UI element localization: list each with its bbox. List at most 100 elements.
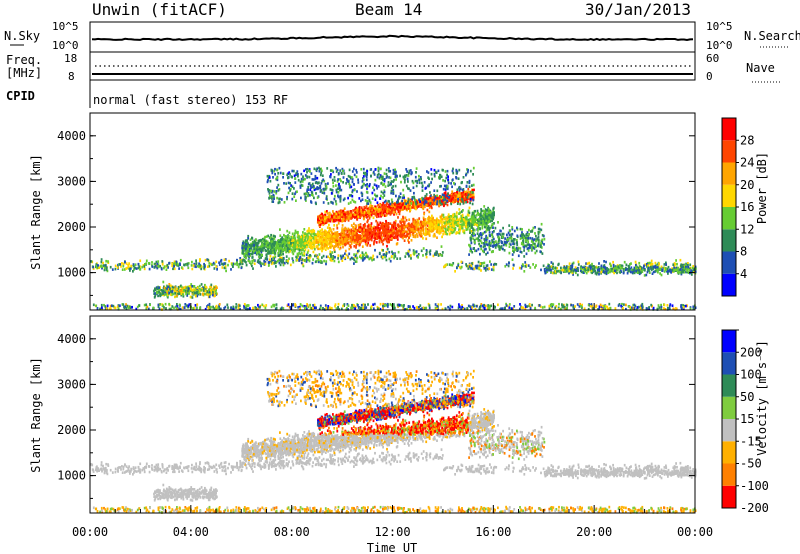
scatter-cell xyxy=(245,243,248,246)
scatter-cell xyxy=(393,178,395,182)
scatter-cell xyxy=(224,266,227,270)
scatter-cell xyxy=(173,267,176,271)
scatter-cell xyxy=(444,217,446,220)
scatter-cell xyxy=(385,210,387,213)
scatter-cell xyxy=(326,219,329,222)
scatter-cell xyxy=(447,225,450,229)
scatter-cell xyxy=(139,259,142,263)
scatter-cell xyxy=(341,240,344,244)
scatter-cell xyxy=(293,249,296,252)
scatter-cell xyxy=(286,261,289,265)
scatter-cell xyxy=(231,264,234,268)
scatter-cell xyxy=(352,230,355,233)
scatter-cell xyxy=(199,264,202,267)
scatter-cell xyxy=(277,251,280,255)
scatter-cell xyxy=(387,181,390,184)
scatter-cell xyxy=(380,255,383,258)
scatter-cell xyxy=(345,253,348,257)
scatter-cell xyxy=(278,261,281,265)
scatter-cell xyxy=(365,231,367,234)
scatter-cell xyxy=(342,242,344,246)
scatter-cell xyxy=(428,250,431,254)
scatter-cell xyxy=(276,241,278,244)
scatter-cell xyxy=(203,265,206,269)
scatter-cell xyxy=(409,232,411,235)
scatter-cell xyxy=(329,250,332,254)
scatter-cell xyxy=(414,230,417,233)
scatter-cell xyxy=(367,241,370,245)
scatter-cell xyxy=(460,217,463,220)
scatter-cell xyxy=(417,253,420,256)
scatter-cell xyxy=(313,196,315,200)
scatter-cell xyxy=(323,222,326,225)
scatter-cell xyxy=(273,262,276,265)
scatter-cell xyxy=(435,230,438,234)
scatter-cell xyxy=(482,265,485,268)
scatter-cell xyxy=(322,201,325,204)
scatter-cell xyxy=(484,225,487,229)
scatter-cell xyxy=(468,219,470,222)
scatter-cell xyxy=(154,265,157,268)
scatter-cell xyxy=(202,265,205,269)
scatter-cell xyxy=(398,203,401,206)
scatter-cell xyxy=(410,225,413,229)
scatter-cell xyxy=(323,230,326,234)
scatter-cell xyxy=(274,249,277,253)
scatter-cell xyxy=(241,259,244,262)
scatter-cell xyxy=(256,251,258,255)
scatter-cell xyxy=(305,234,308,237)
scatter-cell xyxy=(365,251,367,255)
scatter-cell xyxy=(485,216,487,220)
scatter-cell xyxy=(247,234,250,238)
scatter-cell xyxy=(368,231,371,235)
scatter-cell xyxy=(430,220,433,223)
scatter-cell xyxy=(331,256,334,260)
scatter-cell xyxy=(383,225,385,228)
scatter-cell xyxy=(443,192,446,195)
scatter-cell xyxy=(253,239,256,243)
scatter-cell xyxy=(457,198,459,201)
scatter-cell xyxy=(396,257,399,260)
scatter-cell xyxy=(490,212,492,216)
scatter-cell xyxy=(492,265,495,269)
scatter-cell xyxy=(467,225,469,229)
scatter-cell xyxy=(508,261,510,265)
scatter-cell xyxy=(350,228,353,232)
scatter-cell xyxy=(488,213,491,217)
scatter-cell xyxy=(349,201,352,204)
scatter-cell xyxy=(385,219,387,223)
scatter-cell xyxy=(396,227,399,231)
scatter-cell xyxy=(249,248,251,251)
scatter-cell xyxy=(410,257,412,260)
scatter-cell xyxy=(441,226,443,229)
scatter-cell xyxy=(466,213,469,217)
scatter-cell xyxy=(609,262,611,266)
scatter-cell xyxy=(388,240,390,244)
scatter-cell xyxy=(415,226,418,229)
scatter-cell xyxy=(421,189,424,192)
scatter-cell xyxy=(337,260,340,264)
scatter-cell xyxy=(397,250,400,254)
scatter-cell xyxy=(318,253,321,256)
scatter-cell xyxy=(357,249,359,253)
scatter-cell xyxy=(681,265,683,269)
scatter-cell xyxy=(422,216,425,220)
scatter-cell xyxy=(350,230,352,233)
scatter-cell xyxy=(417,256,419,259)
scatter-cell xyxy=(252,242,255,246)
scatter-cell xyxy=(104,265,107,268)
scatter-cell xyxy=(305,258,308,261)
scatter-cell xyxy=(265,235,268,238)
scatter-cell xyxy=(450,198,453,202)
scatter-cell xyxy=(300,196,302,200)
scatter-cell xyxy=(384,207,387,210)
scatter-cell xyxy=(375,219,378,223)
scatter-cell xyxy=(393,231,396,234)
scatter-cell xyxy=(211,263,213,267)
scatter-cell xyxy=(333,224,336,227)
scatter-cell xyxy=(366,208,369,211)
scatter-cell xyxy=(460,260,463,264)
scatter-cell xyxy=(408,241,410,244)
scatter-cell xyxy=(285,250,287,254)
scatter-cell xyxy=(318,237,321,240)
